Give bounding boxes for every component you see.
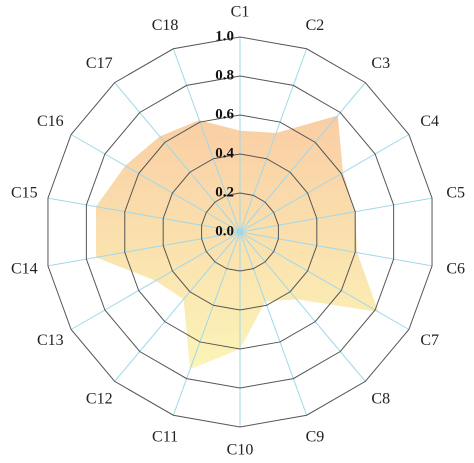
- category-label: C17: [86, 55, 113, 72]
- category-label: C13: [37, 332, 64, 349]
- spoke: [70, 231, 241, 330]
- category-label: C4: [420, 113, 439, 130]
- spoke: [239, 231, 433, 267]
- spoke: [47, 197, 241, 233]
- grid-ring: [162, 153, 318, 311]
- category-label: C2: [306, 17, 325, 34]
- category-label: C9: [306, 428, 325, 445]
- r-tick-label: 0.4: [215, 145, 234, 161]
- category-label: C7: [420, 332, 439, 349]
- category-label: C18: [152, 17, 179, 34]
- category-label: C16: [37, 113, 64, 130]
- spoke: [239, 231, 308, 416]
- r-tick-label: 0.2: [215, 184, 234, 200]
- spoke: [239, 231, 366, 382]
- category-label: C10: [227, 442, 254, 459]
- spoke: [239, 197, 433, 233]
- grid-ring: [201, 192, 279, 272]
- r-tick-label: 0.8: [215, 67, 234, 83]
- spoke: [114, 82, 241, 233]
- data-area: [95, 115, 379, 370]
- spoke: [239, 82, 366, 233]
- r-tick-label: 0.0: [215, 223, 234, 239]
- category-label: C5: [446, 185, 465, 202]
- category-label: C15: [11, 185, 38, 202]
- r-tick-label: 1.0: [215, 28, 234, 44]
- category-label: C8: [371, 390, 390, 407]
- spoke: [239, 48, 308, 233]
- spoke: [172, 231, 241, 416]
- spoke: [114, 231, 241, 382]
- grid-ring: [85, 75, 395, 389]
- spoke: [70, 134, 241, 233]
- spoke: [172, 48, 241, 233]
- spoke: [239, 231, 410, 330]
- spoke: [239, 134, 410, 233]
- center-dot: [237, 229, 243, 235]
- category-label: C11: [152, 428, 178, 445]
- grid-ring: [47, 36, 433, 428]
- grid-ring: [124, 114, 356, 350]
- category-label: C1: [231, 4, 250, 21]
- spoke: [47, 231, 241, 267]
- category-label: C14: [11, 261, 38, 278]
- r-tick-label: 0.6: [215, 106, 234, 122]
- category-label: C12: [86, 390, 113, 407]
- category-label: C3: [371, 55, 390, 72]
- category-label: C6: [446, 261, 465, 278]
